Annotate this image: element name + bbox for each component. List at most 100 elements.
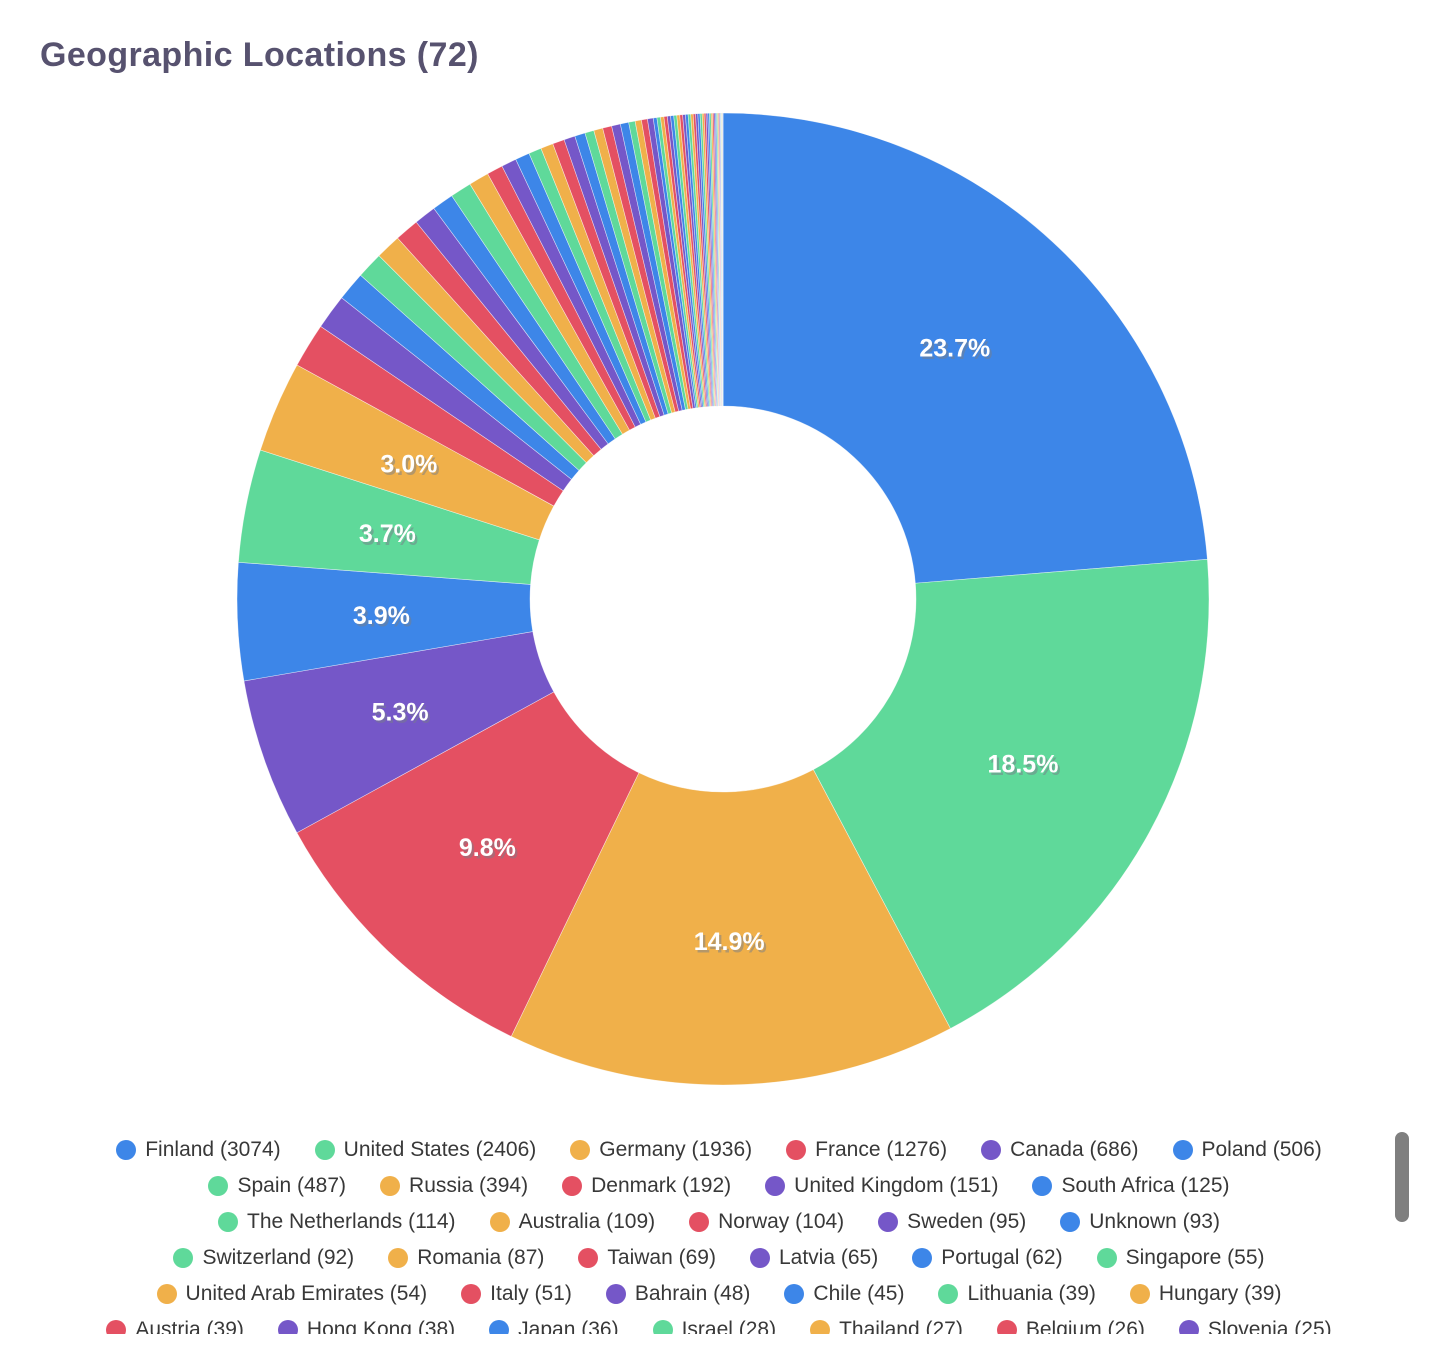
- donut-chart: 23.7%23.7%18.5%18.5%14.9%14.9%9.8%9.8%5.…: [236, 112, 1210, 1086]
- legend-item-romania[interactable]: Romania (87): [388, 1246, 544, 1270]
- legend-color-dot: [878, 1212, 899, 1232]
- legend-label: Latvia (65): [778, 1246, 879, 1269]
- slice-percent-label-shadow: 14.9%: [696, 931, 767, 959]
- legend-color-dot: [1129, 1284, 1150, 1304]
- slice-percent-label-shadow: 3.7%: [361, 523, 418, 551]
- legend-color-dot: [116, 1140, 137, 1160]
- pie-slice-germany[interactable]: [510, 769, 951, 1086]
- legend-item-canada[interactable]: Canada (686): [981, 1138, 1139, 1162]
- legend-label: Russia (394): [409, 1174, 529, 1197]
- legend-label: The Netherlands (114): [247, 1210, 456, 1233]
- legend-item-germany[interactable]: Germany (1936): [570, 1138, 752, 1162]
- legend-label: Poland (506): [1201, 1138, 1322, 1161]
- legend-item-lithuania[interactable]: Lithuania (39): [938, 1282, 1096, 1306]
- legend-item-south-africa[interactable]: South Africa (125): [1032, 1174, 1230, 1198]
- legend-color-dot: [380, 1176, 401, 1196]
- legend-label: Norway (104): [718, 1210, 845, 1233]
- legend-item-russia[interactable]: Russia (394): [380, 1174, 528, 1198]
- pie-slice-finland[interactable]: [722, 112, 1208, 584]
- legend-color-dot: [765, 1176, 786, 1196]
- slice-percent-label-shadow: 5.3%: [374, 701, 431, 729]
- legend-color-dot: [652, 1320, 673, 1334]
- legend-item-chile[interactable]: Chile (45): [784, 1282, 904, 1306]
- legend-item-slovenia[interactable]: Slovenia (25): [1178, 1318, 1332, 1334]
- chart-legend: Finland (3074) United States (2406) German…: [54, 1132, 1384, 1334]
- legend-color-dot: [489, 1212, 510, 1232]
- legend-color-dot: [218, 1212, 238, 1232]
- legend-item-poland[interactable]: Poland (506): [1172, 1138, 1322, 1162]
- legend-label: Japan (36): [518, 1318, 619, 1334]
- legend-color-dot: [605, 1284, 626, 1304]
- legend-label: France (1276): [815, 1138, 948, 1161]
- legend-row: Switzerland (92) Romania (87) Taiwan (69) L…: [54, 1240, 1384, 1276]
- legend-label: Unknown (93): [1089, 1210, 1220, 1233]
- legend-color-dot: [749, 1248, 770, 1268]
- pie-slice-united-states[interactable]: [812, 559, 1210, 1029]
- legend-color-dot: [388, 1248, 409, 1268]
- legend-item-norway[interactable]: Norway (104): [689, 1210, 844, 1234]
- legend-color-dot: [1032, 1176, 1053, 1196]
- legend-item-italy[interactable]: Italy (51): [461, 1282, 572, 1306]
- legend-color-dot: [106, 1320, 127, 1334]
- slice-percent-label-shadow: 18.5%: [990, 753, 1061, 781]
- legend-item-the-netherlands[interactable]: The Netherlands (114): [218, 1210, 456, 1234]
- legend-label: Sweden (95): [907, 1210, 1027, 1233]
- legend-color-dot: [208, 1176, 229, 1196]
- legend-color-dot: [981, 1140, 1002, 1160]
- legend-color-dot: [1178, 1320, 1199, 1334]
- legend-item-united-arab-emirates[interactable]: United Arab Emirates (54): [156, 1282, 428, 1306]
- legend-label: United Kingdom (151): [794, 1174, 999, 1197]
- legend-item-denmark[interactable]: Denmark (192): [562, 1174, 731, 1198]
- legend-scrollbar-thumb[interactable]: [1395, 1132, 1409, 1222]
- legend-item-japan[interactable]: Japan (36): [489, 1318, 619, 1334]
- legend-label: United Arab Emirates (54): [185, 1282, 428, 1305]
- legend-item-australia[interactable]: Australia (109): [489, 1210, 655, 1234]
- legend-color-dot: [1096, 1248, 1117, 1268]
- legend-color-dot: [156, 1284, 177, 1304]
- legend-label: Slovenia (25): [1207, 1318, 1332, 1334]
- legend-item-united-states[interactable]: United States (2406): [314, 1138, 536, 1162]
- legend-row: Finland (3074) United States (2406) German…: [54, 1132, 1384, 1168]
- legend-item-hungary[interactable]: Hungary (39): [1129, 1282, 1281, 1306]
- legend-item-united-kingdom[interactable]: United Kingdom (151): [765, 1174, 998, 1198]
- slice-percent-label-shadow: 9.8%: [461, 837, 518, 865]
- legend-row: Austria (39) Hong Kong (38) Japan (36) Isra…: [54, 1312, 1384, 1334]
- legend-label: Canada (686): [1010, 1138, 1139, 1161]
- slice-percent-label: 9.8%: [459, 834, 516, 862]
- legend-item-spain[interactable]: Spain (487): [208, 1174, 346, 1198]
- slice-percent-label-shadow: 3.0%: [383, 453, 440, 481]
- legend-color-dot: [578, 1248, 599, 1268]
- pie-slice-france[interactable]: [296, 691, 640, 1037]
- legend-color-dot: [810, 1320, 831, 1334]
- legend-label: Finland (3074): [145, 1138, 281, 1161]
- legend-item-taiwan[interactable]: Taiwan (69): [578, 1246, 716, 1270]
- legend-item-finland[interactable]: Finland (3074): [116, 1138, 281, 1162]
- legend-item-france[interactable]: France (1276): [786, 1138, 947, 1162]
- legend-item-unknown[interactable]: Unknown (93): [1060, 1210, 1220, 1234]
- legend-item-latvia[interactable]: Latvia (65): [749, 1246, 879, 1270]
- legend-row: The Netherlands (114) Australia (109) Norw…: [54, 1204, 1384, 1240]
- legend-color-dot: [570, 1140, 591, 1160]
- legend-label: Austria (39): [135, 1318, 244, 1334]
- legend-label: South Africa (125): [1061, 1174, 1230, 1197]
- legend-item-switzerland[interactable]: Switzerland (92): [173, 1246, 354, 1270]
- legend-item-thailand[interactable]: Thailand (27): [810, 1318, 963, 1334]
- legend-label: Chile (45): [813, 1282, 905, 1305]
- legend-item-bahrain[interactable]: Bahrain (48): [605, 1282, 750, 1306]
- legend-item-israel[interactable]: Israel (28): [652, 1318, 777, 1334]
- legend-item-austria[interactable]: Austria (39): [106, 1318, 244, 1334]
- legend-item-sweden[interactable]: Sweden (95): [878, 1210, 1026, 1234]
- legend-item-singapore[interactable]: Singapore (55): [1096, 1246, 1265, 1270]
- slice-percent-label: 23.7%: [919, 335, 990, 363]
- legend-label: Taiwan (69): [607, 1246, 716, 1269]
- legend-color-dot: [1060, 1212, 1081, 1232]
- legend-label: Thailand (27): [839, 1318, 963, 1334]
- legend-color-dot: [562, 1176, 583, 1196]
- legend-color-dot: [938, 1284, 959, 1304]
- legend-item-belgium[interactable]: Belgium (26): [996, 1318, 1145, 1334]
- legend-label: Spain (487): [237, 1174, 347, 1197]
- legend-item-hong-kong[interactable]: Hong Kong (38): [277, 1318, 455, 1334]
- legend-label: Israel (28): [681, 1318, 777, 1334]
- legend-item-portugal[interactable]: Portugal (62): [912, 1246, 1063, 1270]
